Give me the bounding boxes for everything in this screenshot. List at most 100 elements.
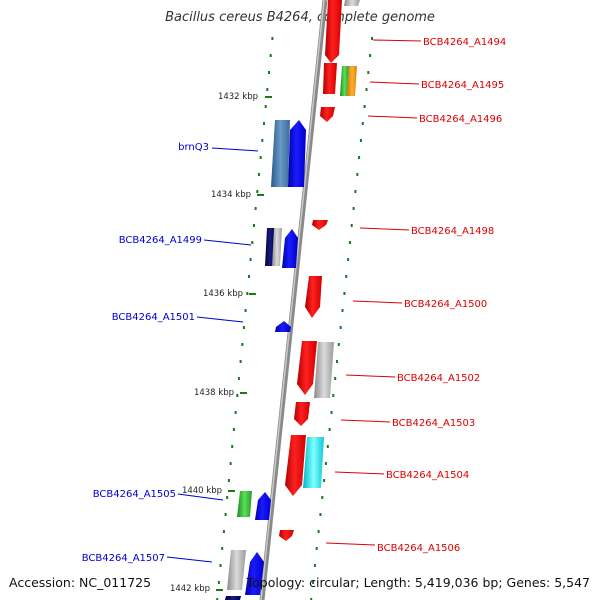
gene-arrow-navy[interactable] <box>225 596 241 600</box>
gene-label[interactable]: BCB4264_A1505 <box>93 489 176 500</box>
track-dot <box>256 190 259 193</box>
track-dot <box>348 241 351 244</box>
gene-label[interactable]: BCB4264_A1494 <box>423 37 506 48</box>
label-connector <box>340 419 391 423</box>
track-dot <box>371 37 373 40</box>
track-dot <box>244 309 247 312</box>
gene-arrow-red[interactable] <box>325 0 342 63</box>
gene-label[interactable]: BCB4264_A1500 <box>404 299 487 310</box>
track-dot <box>317 530 320 533</box>
gene-label[interactable]: BCB4264_A1495 <box>421 80 504 91</box>
track-dot <box>315 547 318 550</box>
gene-arrow-grey[interactable] <box>272 228 282 266</box>
scale-ticks: 1432 kbp 1434 kbp 1436 kbp 1438 kbp 1440… <box>170 92 272 594</box>
track-dot <box>365 88 368 91</box>
tick-label: 1436 kbp <box>203 289 243 299</box>
label-connector <box>372 39 422 42</box>
gene-arrow-orange[interactable] <box>347 66 357 96</box>
forward-gene-labels: brnQ3 BCB4264_A1499 BCB4264_A1501 BCB426… <box>82 142 259 564</box>
track-dot <box>332 394 335 397</box>
track-dot <box>254 207 257 210</box>
track-dot <box>339 326 342 329</box>
gene-arrow-red[interactable] <box>312 220 328 230</box>
track-dot <box>259 156 262 159</box>
tick-label: 1442 kbp <box>170 584 210 594</box>
gene-arrow-steel[interactable] <box>271 120 290 187</box>
track-dot <box>227 479 230 482</box>
gene-label[interactable]: BCB4264_A1496 <box>419 114 502 125</box>
track-dot <box>234 411 237 414</box>
track-dot <box>271 37 274 40</box>
gene-arrow-red[interactable] <box>285 435 306 496</box>
gene-arrow-cyan[interactable] <box>303 437 324 488</box>
track-dot <box>249 258 252 261</box>
track-dot <box>358 156 361 159</box>
track-dot <box>334 377 337 380</box>
reverse-strand-genes <box>279 0 360 541</box>
track-dot <box>312 581 315 584</box>
gene-arrow-red[interactable] <box>320 107 335 122</box>
gene-arrow-red[interactable] <box>305 276 322 318</box>
gene-arrow-blue[interactable] <box>255 492 271 520</box>
track-dot <box>354 190 357 193</box>
track-dot <box>269 54 272 57</box>
forward-strand-genes <box>225 120 306 600</box>
tick-label: 1434 kbp <box>211 190 251 200</box>
label-connector <box>177 493 224 501</box>
track-dot <box>239 360 242 363</box>
track-dot <box>217 581 220 584</box>
track-dot <box>343 292 346 295</box>
gene-arrow-red[interactable] <box>294 402 310 426</box>
track-dot <box>336 360 338 363</box>
track-dot <box>341 309 344 312</box>
track-dot <box>268 71 270 74</box>
track-dot <box>236 394 239 397</box>
track-dot <box>363 105 366 108</box>
track-dot <box>219 564 222 567</box>
gene-label[interactable]: BCB4264_A1499 <box>119 235 202 246</box>
gene-label[interactable]: BCB4264_A1503 <box>392 418 475 429</box>
track-dot <box>326 445 329 448</box>
gene-label[interactable]: BCB4264_A1498 <box>411 226 494 237</box>
gene-label[interactable]: BCB4264_A1506 <box>377 543 460 554</box>
track-dot <box>237 377 240 380</box>
track-dot <box>253 224 255 227</box>
label-connector <box>369 81 420 85</box>
gene-label[interactable]: BCB4264_A1507 <box>82 553 165 564</box>
tick-label: 1432 kbp <box>218 92 258 102</box>
gene-arrow-green[interactable] <box>237 491 252 517</box>
track-dot <box>345 275 348 278</box>
track-dot <box>261 139 264 142</box>
label-connector <box>359 227 410 231</box>
track-dot <box>319 513 322 516</box>
label-connector <box>367 115 418 119</box>
gene-arrow-grey[interactable] <box>314 342 334 398</box>
track-dot <box>248 275 250 278</box>
genome-backbone <box>259 0 328 600</box>
gene-label[interactable]: brnQ3 <box>178 142 209 153</box>
gene-label[interactable]: BCB4264_A1501 <box>112 312 195 323</box>
gene-label[interactable]: BCB4264_A1502 <box>397 373 480 384</box>
track-dot <box>222 530 225 533</box>
label-connector <box>196 316 244 323</box>
label-connector <box>325 542 376 546</box>
gene-arrow-grey[interactable] <box>227 550 246 590</box>
track-dot <box>232 428 235 431</box>
gene-arrow-red[interactable] <box>323 63 337 94</box>
gene-arrow-red[interactable] <box>297 341 317 395</box>
track-dot <box>321 496 324 499</box>
gene-arrow-blue[interactable] <box>275 321 291 332</box>
track-dot <box>367 71 370 74</box>
track-dot <box>337 343 340 346</box>
gene-arrow-blue[interactable] <box>282 229 298 268</box>
gene-arrow-blue[interactable] <box>245 552 264 595</box>
gene-arrow-red[interactable] <box>279 530 294 541</box>
track-dot <box>258 173 260 176</box>
track-dot <box>263 122 265 125</box>
gene-arrow-green[interactable] <box>340 66 349 96</box>
gene-arrow-grey[interactable] <box>344 0 360 6</box>
gene-arrow-blue[interactable] <box>288 120 306 187</box>
track-dot <box>229 462 232 465</box>
gene-label[interactable]: BCB4264_A1504 <box>386 470 469 481</box>
